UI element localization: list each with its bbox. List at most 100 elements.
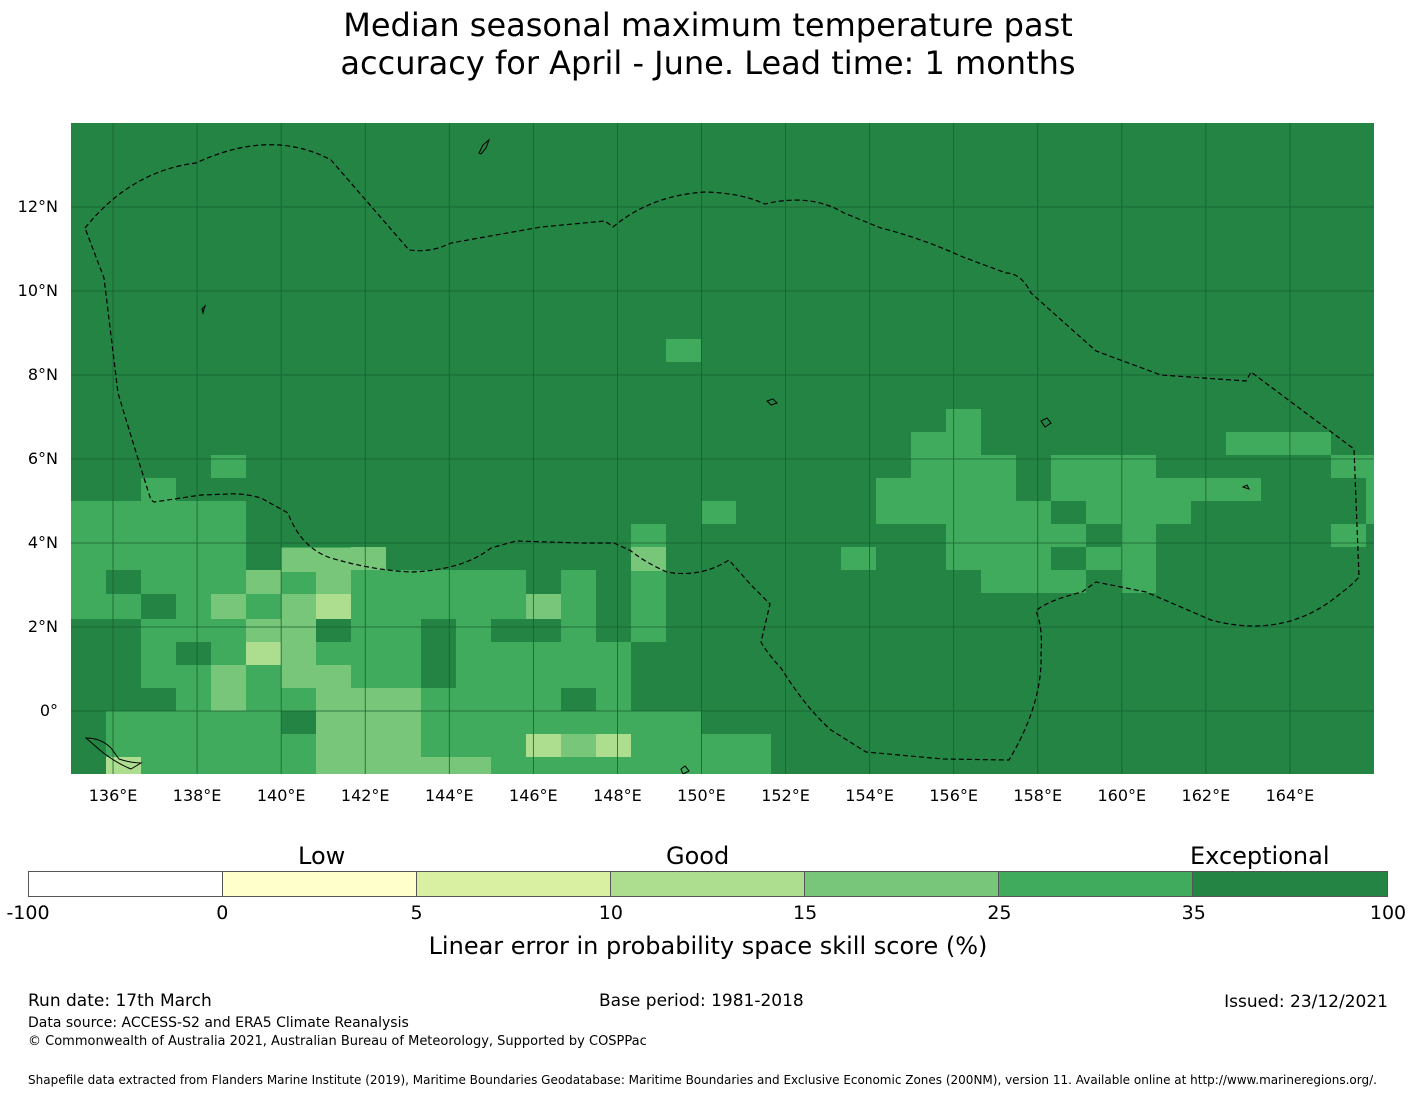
colorbar [28,871,1388,897]
skill-cell [141,757,316,774]
skill-cell [316,594,351,619]
skill-cell [1051,570,1086,593]
skill-cell [631,619,666,642]
skill-cell [1366,478,1374,524]
latitude-label: 10°N [17,281,58,300]
island-yap [201,304,207,315]
skill-cell [246,665,281,688]
skill-cell [246,594,281,619]
skill-cell [141,642,176,665]
latitude-label: 0° [39,701,58,720]
colorbar-tick-label: -100 [6,902,50,924]
colorbar-segment [223,872,417,896]
longitude-label: 152°E [761,786,810,805]
latitude-label: 12°N [17,197,58,216]
skill-cell [1086,547,1121,570]
colorbar-word-exceptional: Exceptional [1190,842,1330,870]
skill-cell [211,594,246,619]
skill-cell [71,547,106,570]
skill-cell [561,665,631,688]
colorbar-word-good: Good [666,842,730,870]
skill-cell [526,734,561,757]
colorbar-segment [29,872,223,896]
colorbar-segment [611,872,805,896]
skill-cell [106,547,211,570]
skill-cell [351,688,421,711]
skill-cell [1331,524,1366,547]
copyright: © Commonwealth of Australia 2021, Austra… [28,1034,647,1049]
skill-cell [351,665,421,688]
skill-cell [281,594,316,619]
colorbar-word-low: Low [298,842,346,870]
skill-cell [701,757,771,774]
skill-cell [71,594,141,619]
skill-cell [631,570,666,619]
latitude-label: 8°N [27,365,58,384]
base-period: Base period: 1981-2018 [599,991,804,1011]
skill-cell [281,619,316,642]
island-pohnpei [1040,417,1052,428]
title-line-1: Median seasonal maximum temperature past [343,6,1073,44]
data-source: Data source: ACCESS-S2 and ERA5 Climate … [28,1015,409,1031]
longitude-label: 158°E [1013,786,1063,805]
longitude-label: 160°E [1097,786,1147,805]
longitude-label: 140°E [256,786,306,805]
skill-cell [631,524,666,547]
skill-cell [281,570,316,594]
skill-cell [316,548,351,572]
island-small [680,765,690,774]
skill-cell [141,478,176,501]
skill-cell [351,547,386,570]
longitude-label: 148°E [593,786,642,805]
skill-cell [246,619,281,642]
skill-cell [316,642,421,665]
skill-cell [106,711,246,734]
skill-cell [211,642,246,665]
longitude-label: 146°E [509,786,558,805]
skill-cell [211,665,246,688]
skill-cell [71,501,211,547]
skill-cell [246,642,281,665]
skill-cell [211,688,246,711]
skill-cell [316,570,351,594]
skill-cell [1086,501,1121,524]
skill-cell [456,619,491,642]
longitude-label: 142°E [340,786,390,805]
skill-cell [526,594,561,619]
skill-cell [246,711,281,734]
island-chuuk [766,398,778,406]
skill-cell [1051,455,1156,501]
skill-cell [456,642,631,665]
skill-cell [596,688,631,711]
colorbar-segment [999,872,1193,896]
colorbar-tick-label: 35 [1181,902,1206,924]
skill-cell [981,455,1016,478]
colorbar-tick-label: 0 [216,902,229,924]
colorbar-segment [805,872,999,896]
skill-cell [1016,547,1051,570]
eez-boundary [84,144,1360,761]
map-title: Median seasonal maximum temperature past… [0,6,1416,82]
skill-cell [701,501,736,524]
skill-cell [701,734,771,757]
skill-cell [71,570,106,594]
skill-score-map [71,123,1374,774]
latitude-label: 4°N [27,533,58,552]
skill-cell [211,547,246,570]
skill-cells [71,339,1374,774]
skill-cell [666,757,701,774]
latitude-label: 6°N [27,449,58,468]
map-canvas [71,123,1374,774]
skill-cell [981,570,1051,593]
skill-cell [491,665,526,688]
skill-cell [491,757,631,774]
skill-cell [1331,455,1374,478]
skill-cell [631,547,666,571]
skill-cell [666,339,701,362]
longitude-label: 156°E [929,786,978,805]
longitude-label: 138°E [172,786,222,805]
colorbar-segment [417,872,611,896]
skill-cell [176,594,211,619]
coastline-islands [84,138,1250,774]
skill-cell [1016,524,1086,547]
